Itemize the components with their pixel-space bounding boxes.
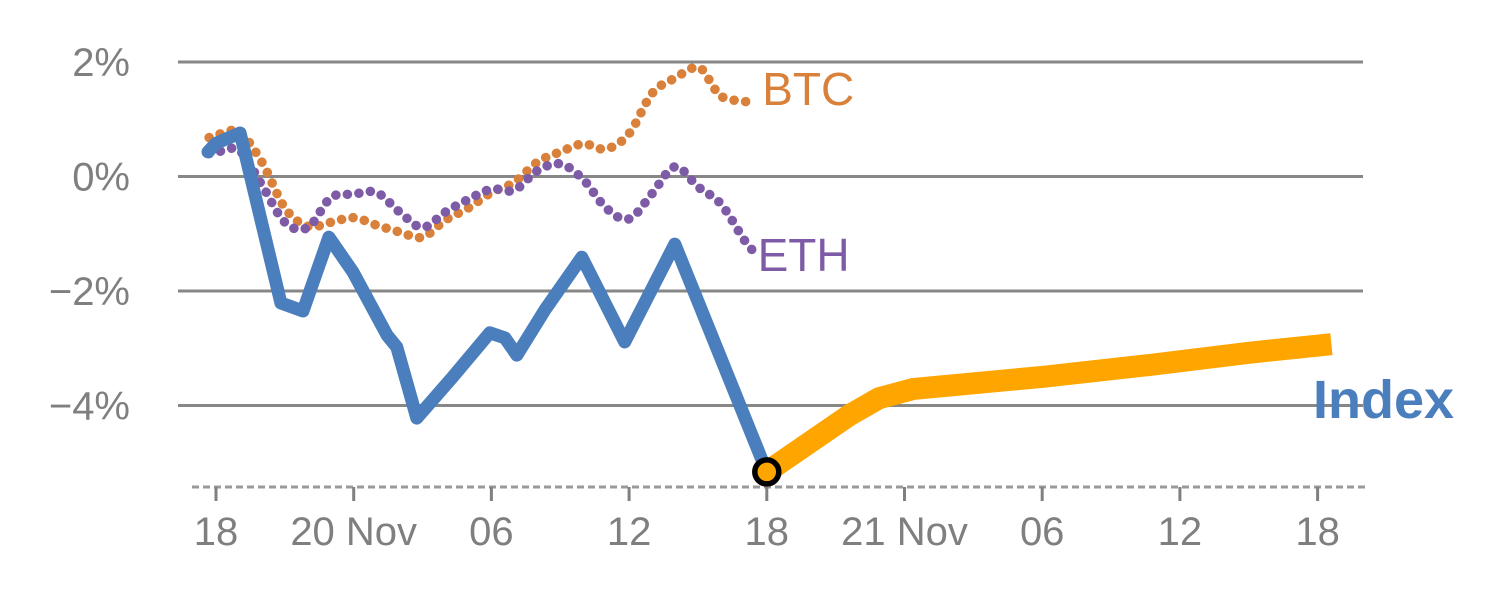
- y-tick-label: 2%: [72, 41, 130, 85]
- series-btc-line: [204, 62, 761, 243]
- series-eth-line: [204, 143, 758, 256]
- series-index-forecast-line: [760, 333, 1333, 481]
- index-series-label: Index: [1313, 370, 1454, 430]
- y-tick-label: −2%: [49, 270, 130, 314]
- x-tick-label: 18: [194, 510, 239, 554]
- eth-series-label: ETH: [758, 229, 850, 281]
- y-tick-label: −4%: [49, 385, 130, 429]
- btc-series-label: BTC: [762, 63, 854, 115]
- y-tick-label: 0%: [72, 156, 130, 200]
- x-tick-label: 06: [1020, 510, 1065, 554]
- x-tick-label: 12: [1158, 510, 1203, 554]
- x-tick-label: 06: [469, 510, 514, 554]
- forecast-start-marker: [752, 457, 782, 487]
- x-tick-label: 18: [1295, 510, 1340, 554]
- x-tick-label: 20 Nov: [290, 510, 417, 554]
- x-tick-label: 12: [607, 510, 652, 554]
- series-index-line: [201, 126, 774, 479]
- x-tick-label: 18: [745, 510, 790, 554]
- x-tick-label: 21 Nov: [841, 510, 968, 554]
